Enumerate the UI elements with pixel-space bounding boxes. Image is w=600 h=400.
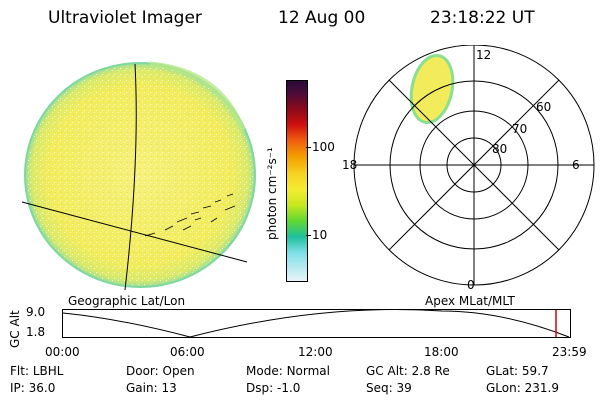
- info-mode: Mode: Normal: [246, 364, 330, 378]
- colorbar-unit-label: photon cm⁻²s⁻¹: [265, 147, 279, 240]
- mlt-label-12: 12: [476, 48, 491, 62]
- timeline-xtick-3: 18:00: [424, 345, 459, 359]
- colorbar: [286, 80, 308, 282]
- polar-caption: Apex MLat/MLT: [425, 294, 515, 308]
- polar-plot: 12 18 6 0 60 70 80: [342, 45, 595, 292]
- longitude-line: [124, 63, 137, 290]
- time-label: 23:18:22 UT: [430, 8, 535, 28]
- mlt-label-0: 0: [467, 278, 475, 292]
- altitude-curve: [62, 309, 570, 338]
- timeline-xtick-4: 23:59: [552, 345, 587, 359]
- date-label: 12 Aug 00: [278, 8, 366, 28]
- latitude-line: [21, 201, 248, 263]
- info-glon: GLon: 231.9: [486, 381, 559, 395]
- lat-label-60: 60: [536, 100, 551, 114]
- info-door: Door: Open: [126, 364, 195, 378]
- colorbar-tick-100: 100: [312, 140, 335, 154]
- timeline-xtick-2: 12:00: [298, 345, 333, 359]
- timeline-axis-label: GC Alt: [8, 310, 22, 348]
- timeline-ytick-bottom: 1.8: [26, 325, 46, 339]
- globe-caption: Geographic Lat/Lon: [68, 294, 186, 308]
- info-gain: Gain: 13: [126, 381, 177, 395]
- globe-image: [21, 61, 256, 290]
- info-gc-alt: GC Alt: 2.8 Re: [366, 364, 450, 378]
- info-filter: Flt: LBHL: [10, 364, 64, 378]
- mlt-label-18: 18: [342, 158, 357, 172]
- colorbar-tick-10: 10: [312, 228, 328, 242]
- lat-label-80: 80: [492, 142, 507, 156]
- coastline: [144, 193, 236, 237]
- instrument-title: Ultraviolet Imager: [48, 8, 202, 28]
- info-glat: GLat: 59.7: [486, 364, 549, 378]
- timeline-ytick-top: 9.0: [26, 305, 46, 319]
- mlt-label-6: 6: [572, 158, 580, 172]
- timeline-xtick-0: 00:00: [45, 345, 80, 359]
- info-seq: Seq: 39: [366, 381, 412, 395]
- info-dsp: Dsp: -1.0: [246, 381, 301, 395]
- timeline-xtick-1: 06:00: [170, 345, 205, 359]
- info-ip: IP: 36.0: [10, 381, 56, 395]
- aurora-region: [409, 53, 455, 125]
- timeline-plot: [62, 309, 571, 338]
- lat-label-70: 70: [512, 122, 527, 136]
